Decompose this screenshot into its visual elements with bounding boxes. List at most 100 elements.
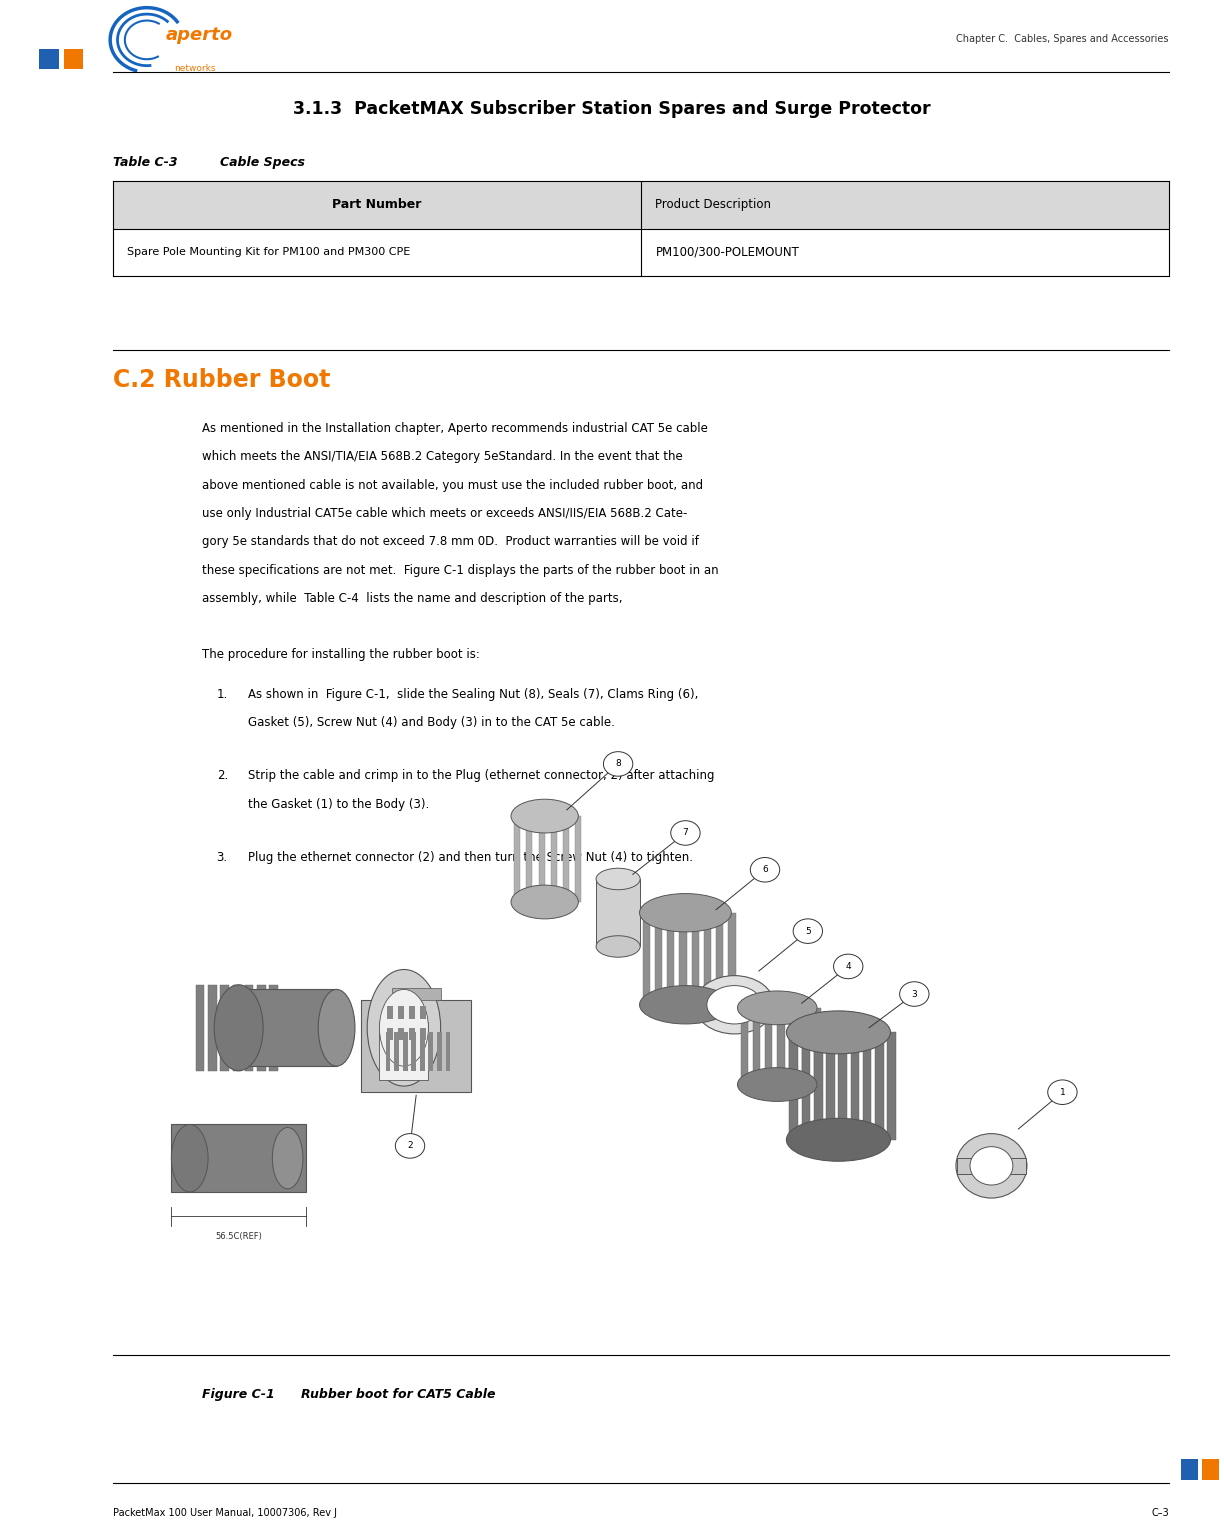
Bar <box>269 985 278 1071</box>
Bar <box>437 1032 442 1071</box>
Text: Part Number: Part Number <box>332 198 421 212</box>
Ellipse shape <box>787 1011 891 1054</box>
Bar <box>679 913 687 1005</box>
Bar <box>409 1028 415 1040</box>
Text: 1: 1 <box>1060 1088 1065 1097</box>
Bar <box>643 913 650 1005</box>
Text: 56.5C(REF): 56.5C(REF) <box>215 1232 262 1241</box>
Bar <box>875 1032 884 1140</box>
Bar <box>826 1032 835 1140</box>
Ellipse shape <box>379 989 428 1066</box>
Bar <box>863 1032 871 1140</box>
Bar <box>851 1032 859 1140</box>
Text: 7: 7 <box>683 828 688 838</box>
Text: 3.: 3. <box>217 851 228 864</box>
Ellipse shape <box>640 986 732 1025</box>
Bar <box>420 1006 426 1019</box>
Bar <box>39 49 59 69</box>
Bar <box>741 1008 748 1085</box>
Bar <box>196 985 204 1071</box>
Bar <box>789 1032 798 1140</box>
Bar <box>728 913 736 1005</box>
Ellipse shape <box>512 799 579 833</box>
Ellipse shape <box>1048 1080 1077 1104</box>
Bar <box>789 1008 797 1085</box>
Bar <box>596 879 640 946</box>
Ellipse shape <box>603 752 633 776</box>
Text: the Gasket (1) to the Body (3).: the Gasket (1) to the Body (3). <box>248 798 430 810</box>
Text: aperto: aperto <box>165 26 233 44</box>
Text: The procedure for installing the rubber boot is:: The procedure for installing the rubber … <box>202 649 480 661</box>
Ellipse shape <box>956 1134 1027 1198</box>
Text: Spare Pole Mounting Kit for PM100 and PM300 CPE: Spare Pole Mounting Kit for PM100 and PM… <box>127 247 410 258</box>
Text: Figure C-1      Rubber boot for CAT5 Cable: Figure C-1 Rubber boot for CAT5 Cable <box>202 1388 496 1401</box>
Bar <box>409 1006 415 1019</box>
Ellipse shape <box>834 954 863 979</box>
Text: 8: 8 <box>616 759 621 769</box>
Bar <box>957 1158 1026 1174</box>
Bar <box>220 985 229 1071</box>
Text: Product Description: Product Description <box>656 198 771 212</box>
Bar <box>551 816 557 902</box>
Bar <box>446 1032 450 1071</box>
Bar <box>411 1032 416 1071</box>
Text: 6: 6 <box>763 865 767 874</box>
Bar <box>814 1032 823 1140</box>
Text: above mentioned cable is not available, you must use the included rubber boot, a: above mentioned cable is not available, … <box>202 479 703 491</box>
Ellipse shape <box>737 991 818 1025</box>
Bar <box>655 913 662 1005</box>
Bar <box>539 816 545 902</box>
Ellipse shape <box>640 893 732 931</box>
Text: Strip the cable and crimp in to the Plug (ethernet connector, 2) after attaching: Strip the cable and crimp in to the Plug… <box>248 770 715 782</box>
Bar <box>171 1124 306 1192</box>
Text: Gasket (5), Screw Nut (4) and Body (3) in to the CAT 5e cable.: Gasket (5), Screw Nut (4) and Body (3) i… <box>248 716 616 729</box>
Text: As shown in  Figure C-1,  slide the Sealing Nut (8), Seals (7), Clams Ring (6),: As shown in Figure C-1, slide the Sealin… <box>248 689 699 701</box>
Ellipse shape <box>737 1068 818 1101</box>
Bar <box>667 913 674 1005</box>
Bar <box>838 1032 847 1140</box>
Text: PacketMax 100 User Manual, 10007306, Rev J: PacketMax 100 User Manual, 10007306, Rev… <box>113 1508 337 1519</box>
Text: gory 5e standards that do not exceed 7.8 mm 0D.  Product warranties will be void: gory 5e standards that do not exceed 7.8… <box>202 535 699 548</box>
Text: these specifications are not met.  Figure C-1 displays the parts of the rubber b: these specifications are not met. Figure… <box>202 565 718 577</box>
Bar <box>392 988 441 1000</box>
Bar <box>695 996 774 1014</box>
Bar <box>428 1032 433 1071</box>
Ellipse shape <box>750 858 780 882</box>
Text: 1.: 1. <box>217 689 228 701</box>
Bar <box>887 1032 896 1140</box>
Bar <box>802 1008 809 1085</box>
Ellipse shape <box>900 982 929 1006</box>
Ellipse shape <box>367 969 441 1086</box>
Bar <box>64 49 83 69</box>
Ellipse shape <box>793 919 823 943</box>
Text: C–3: C–3 <box>1151 1508 1169 1519</box>
Text: 2.: 2. <box>217 770 228 782</box>
Text: 5: 5 <box>805 927 810 936</box>
Bar <box>387 1006 393 1019</box>
Text: 3: 3 <box>912 989 917 999</box>
Bar <box>575 816 581 902</box>
Bar <box>526 816 532 902</box>
Bar <box>765 1008 772 1085</box>
Text: assembly, while  Table C-4  lists the name and description of the parts,: assembly, while Table C-4 lists the name… <box>202 592 623 604</box>
Ellipse shape <box>787 1118 891 1161</box>
Text: use only Industrial CAT5e cable which meets or exceeds ANSI/IIS/EIA 568B.2 Cate-: use only Industrial CAT5e cable which me… <box>202 508 688 520</box>
Bar <box>514 816 520 902</box>
Bar <box>379 1022 428 1080</box>
Bar <box>257 985 266 1071</box>
Text: Chapter C.  Cables, Spares and Accessories: Chapter C. Cables, Spares and Accessorie… <box>956 34 1169 44</box>
Ellipse shape <box>273 1127 304 1189</box>
Ellipse shape <box>671 821 700 845</box>
Ellipse shape <box>707 986 761 1025</box>
Bar <box>208 985 217 1071</box>
Bar <box>398 1006 404 1019</box>
Ellipse shape <box>395 1134 425 1158</box>
Bar <box>233 985 241 1071</box>
Bar <box>403 1032 408 1071</box>
Ellipse shape <box>318 989 355 1066</box>
Text: which meets the ANSI/TIA/EIA 568B.2 Category 5eStandard. In the event that the: which meets the ANSI/TIA/EIA 568B.2 Cate… <box>202 451 683 463</box>
Text: 3.1.3  PacketMAX Subscriber Station Spares and Surge Protector: 3.1.3 PacketMAX Subscriber Station Spare… <box>294 100 930 118</box>
Ellipse shape <box>596 936 640 957</box>
Bar <box>1202 1459 1219 1480</box>
Text: Plug the ethernet connector (2) and then turn the Screw Nut (4) to tighten.: Plug the ethernet connector (2) and then… <box>248 851 694 864</box>
